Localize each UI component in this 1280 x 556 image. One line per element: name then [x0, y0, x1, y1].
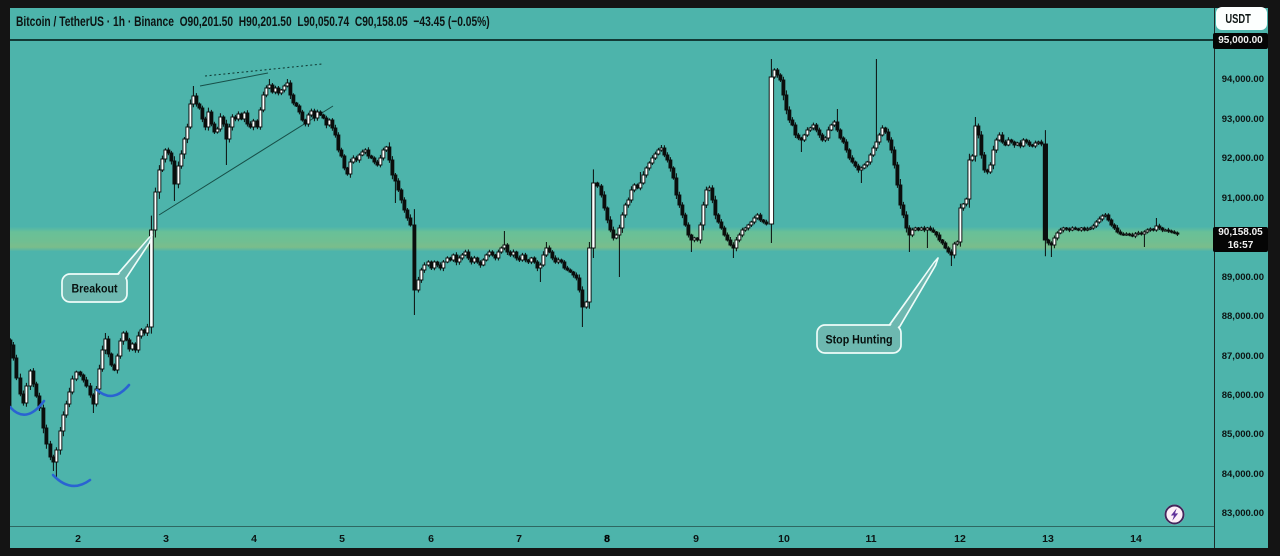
svg-text:Stop Hunting: Stop Hunting	[826, 333, 893, 347]
svg-text:Breakout: Breakout	[72, 282, 118, 296]
